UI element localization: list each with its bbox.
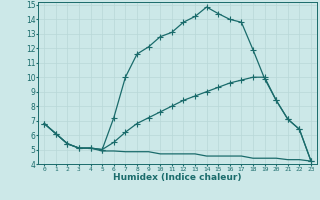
X-axis label: Humidex (Indice chaleur): Humidex (Indice chaleur) [113,173,242,182]
